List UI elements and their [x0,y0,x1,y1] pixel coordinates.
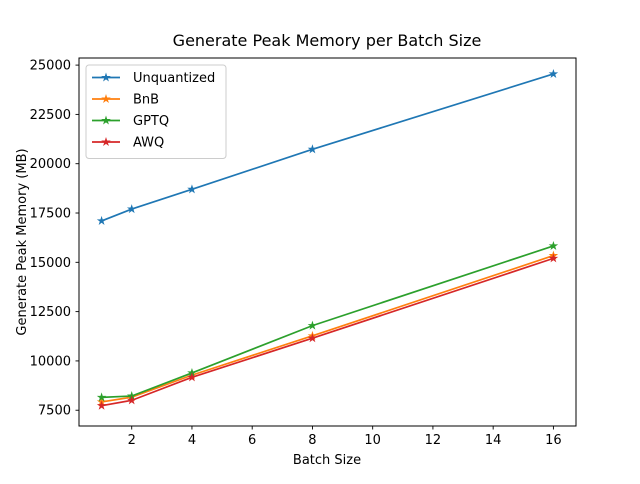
series-marker-unquantized-icon [96,215,107,225]
legend-marker-icon [101,72,111,82]
series-marker-gptq-icon [96,392,107,402]
y-tick-label: 7500 [38,404,71,419]
chart-title: Generate Peak Memory per Batch Size [173,31,482,50]
y-tick-label: 10000 [30,354,71,369]
series-marker-unquantized-icon [307,144,318,154]
legend-marker-icon [101,137,111,147]
legend-marker-icon [101,94,111,104]
series-marker-unquantized-icon [187,184,197,194]
series-marker-awq-icon [96,400,107,410]
y-tick-label: 12500 [30,305,71,320]
y-axis-label: Generate Peak Memory (MB) [15,148,30,335]
x-tick-label: 12 [425,433,442,448]
series-marker-unquantized-icon [548,68,559,79]
legend-label-unquantized: Unquantized [133,71,215,86]
series-line-gptq [100,245,555,399]
series-marker-gptq-icon [307,320,318,330]
legend-label-gptq: GPTQ [133,114,169,129]
legend-marker-icon [101,115,111,125]
x-tick-label: 14 [485,433,502,448]
y-tick-label: 17500 [30,207,71,222]
x-tick-label: 10 [364,433,381,448]
series-marker-unquantized-icon [126,204,137,214]
x-tick-label: 16 [545,433,562,448]
x-tick-label: 2 [128,433,136,448]
plot-area [78,57,577,427]
series-marker-gptq-icon [548,240,559,250]
legend-label-bnb: BnB [133,93,159,108]
x-axis-label: Batch Size [293,453,361,468]
series-marker-awq-icon [548,253,559,263]
x-tick-label: 4 [188,433,196,448]
legend-label-awq: AWQ [133,136,164,151]
y-tick-label: 20000 [30,157,71,172]
series-line-bnb [100,254,555,403]
series-marker-awq-icon [187,372,197,382]
series-marker-awq-icon [126,395,137,405]
y-tick-label: 25000 [30,59,71,74]
plot-group: 2 4 6 8 10 12 14 16 7500 10000 12500 15000 17500 2000… [30,57,577,448]
x-tick-label: 6 [248,433,256,448]
y-tick-label: 15000 [30,256,71,271]
series-marker-awq-icon [307,333,318,343]
y-tick-label: 22500 [30,108,71,123]
legend-box [85,64,227,159]
x-tick-label: 8 [308,433,316,448]
